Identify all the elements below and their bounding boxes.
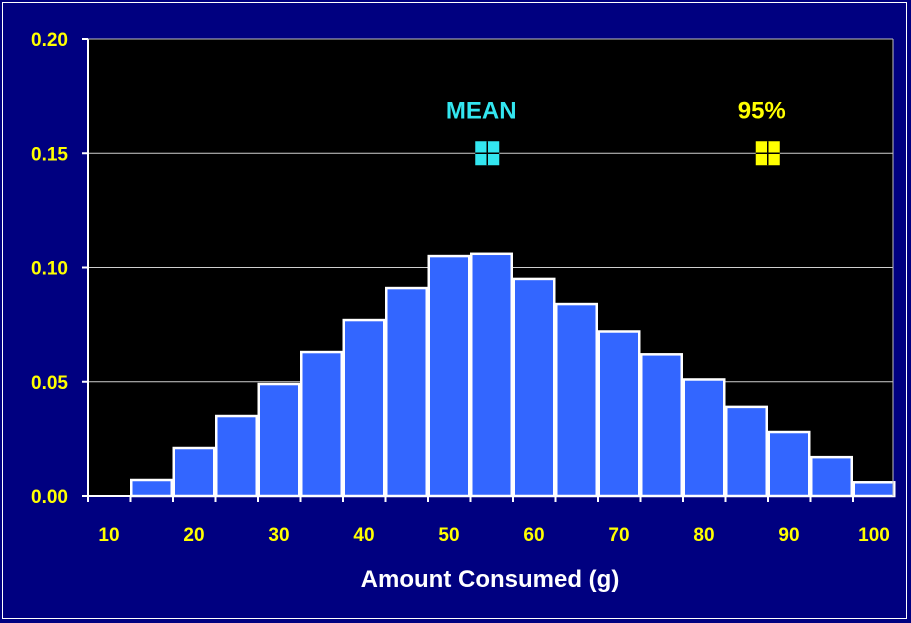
histogram-bar xyxy=(810,455,853,498)
histogram-bar xyxy=(385,286,428,498)
histogram-bar xyxy=(342,318,386,498)
histogram-bar xyxy=(427,254,471,498)
x-tick-label: 10 xyxy=(98,525,119,546)
x-tick-label: 80 xyxy=(693,525,714,546)
histogram-bar xyxy=(215,414,258,498)
x-axis-title: Amount Consumed (g) xyxy=(361,566,620,593)
x-tick-label: 50 xyxy=(438,525,459,546)
marker-label: 95% xyxy=(738,97,786,124)
x-tick-label: 70 xyxy=(608,525,629,546)
histogram-bar xyxy=(172,446,216,498)
histogram-bar xyxy=(597,330,641,498)
markers: MEAN 95% xyxy=(446,97,786,166)
axes xyxy=(82,38,894,502)
histogram-bar xyxy=(852,481,896,498)
y-tick-label: 0.10 xyxy=(31,259,68,280)
histogram-bar xyxy=(257,382,301,498)
y-tick-label: 0.05 xyxy=(31,373,68,394)
x-tick-labels: 10 20 30 40 50 60 70 80 90 100 xyxy=(98,525,889,546)
x-tick-label: 60 xyxy=(523,525,544,546)
x-tick-label: 90 xyxy=(778,525,799,546)
histogram-bar xyxy=(725,405,768,498)
x-tick-label: 100 xyxy=(858,525,890,546)
x-tick-label: 40 xyxy=(353,525,374,546)
y-tick-label: 0.00 xyxy=(31,487,68,508)
histogram-bar xyxy=(555,302,598,498)
histogram-bar xyxy=(470,252,513,498)
y-tick-label: 0.15 xyxy=(31,144,68,165)
histogram-bar xyxy=(682,378,726,498)
histogram-bar xyxy=(767,430,811,498)
histogram-bar xyxy=(640,353,683,498)
x-tick-label: 30 xyxy=(268,525,289,546)
marker-label: MEAN xyxy=(446,97,517,124)
histogram-bar xyxy=(130,478,173,498)
y-tick-label: 0.20 xyxy=(31,30,68,51)
histogram-bar xyxy=(512,277,556,498)
y-tick-labels: 0.00 0.05 0.10 0.15 0.20 xyxy=(31,30,68,508)
bars xyxy=(130,252,896,498)
x-tick-label: 20 xyxy=(183,525,204,546)
histogram-bar xyxy=(300,350,343,498)
